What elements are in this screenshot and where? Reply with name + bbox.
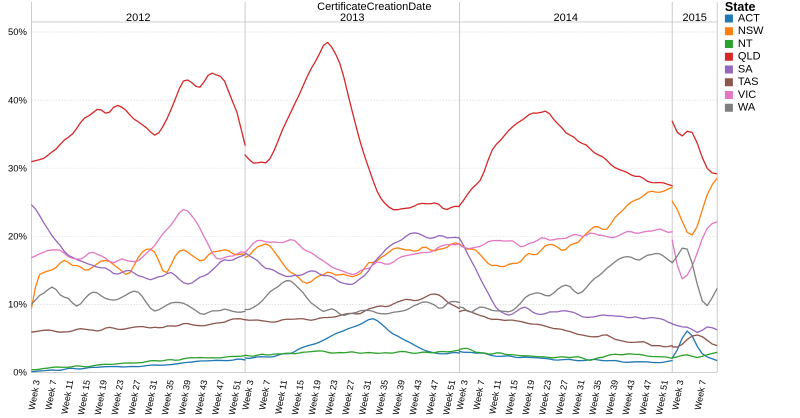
- svg-text:NT: NT: [738, 38, 753, 50]
- svg-text:WA: WA: [738, 102, 756, 114]
- svg-text:50%: 50%: [8, 27, 28, 38]
- svg-text:10%: 10%: [8, 300, 28, 311]
- svg-text:0%: 0%: [13, 368, 27, 379]
- svg-text:CertificateCreationDate: CertificateCreationDate: [317, 1, 431, 13]
- svg-text:VIC: VIC: [738, 89, 756, 101]
- svg-text:QLD: QLD: [738, 51, 761, 63]
- svg-text:TAS: TAS: [738, 76, 759, 88]
- svg-text:2013: 2013: [340, 12, 364, 24]
- svg-text:2012: 2012: [126, 12, 150, 24]
- svg-text:ACT: ACT: [738, 12, 760, 24]
- svg-text:30%: 30%: [8, 163, 28, 174]
- svg-text:20%: 20%: [8, 232, 28, 243]
- svg-text:2015: 2015: [682, 12, 706, 24]
- svg-text:SA: SA: [738, 63, 753, 75]
- svg-text:NSW: NSW: [738, 25, 764, 37]
- svg-text:2014: 2014: [554, 12, 578, 24]
- svg-text:40%: 40%: [8, 95, 28, 106]
